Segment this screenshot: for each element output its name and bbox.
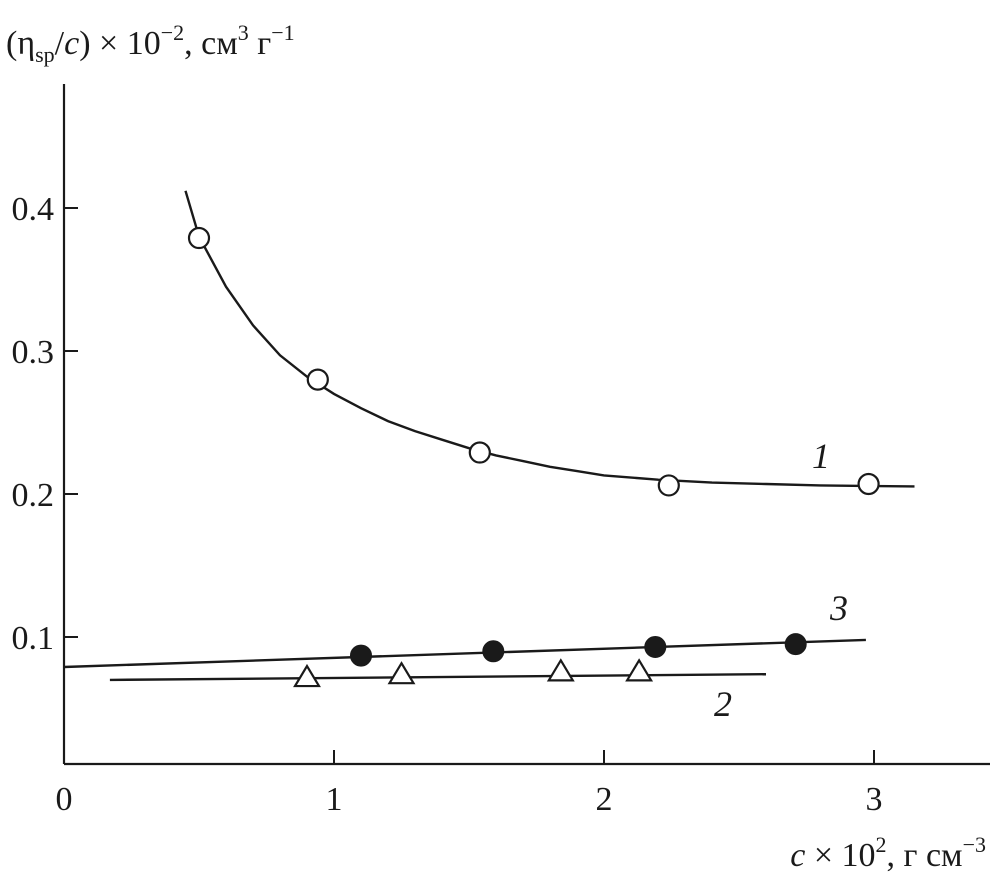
x-tick-label: 2	[596, 781, 613, 818]
series-2-point	[625, 658, 654, 682]
series-1-point	[657, 474, 680, 497]
series-3-point	[350, 644, 372, 667]
y-tick-label: 0.2	[12, 477, 55, 514]
series-2-point	[293, 663, 321, 688]
series-label-1: 1	[812, 436, 830, 476]
series-3-point	[644, 636, 667, 659]
series-2-line	[109, 673, 767, 682]
y-tick-label: 0.4	[12, 191, 55, 228]
series-2-point	[387, 661, 416, 685]
series-1-point	[187, 226, 211, 250]
x-axis-title: c × 102, г см−3	[790, 832, 986, 874]
x-tick-label: 1	[326, 781, 343, 818]
x-tick-label: 3	[866, 781, 883, 818]
series-1-point	[468, 441, 491, 464]
series-2-point	[546, 658, 575, 682]
series-3-point	[482, 640, 505, 663]
series-3-line	[63, 638, 866, 669]
series-3-point	[784, 633, 807, 656]
series-label-2: 2	[714, 684, 732, 724]
x-tick-label: 0	[56, 781, 73, 818]
series-1-point	[306, 368, 329, 391]
series-label-3: 3	[829, 588, 848, 628]
y-tick-label: 0.3	[12, 334, 55, 371]
series-1-line	[184, 190, 915, 488]
y-tick-label: 0.1	[12, 620, 55, 657]
y-axis-title: (ηsp/c) × 10−2, см3 г−1	[6, 20, 295, 67]
series-1-point	[857, 472, 880, 496]
